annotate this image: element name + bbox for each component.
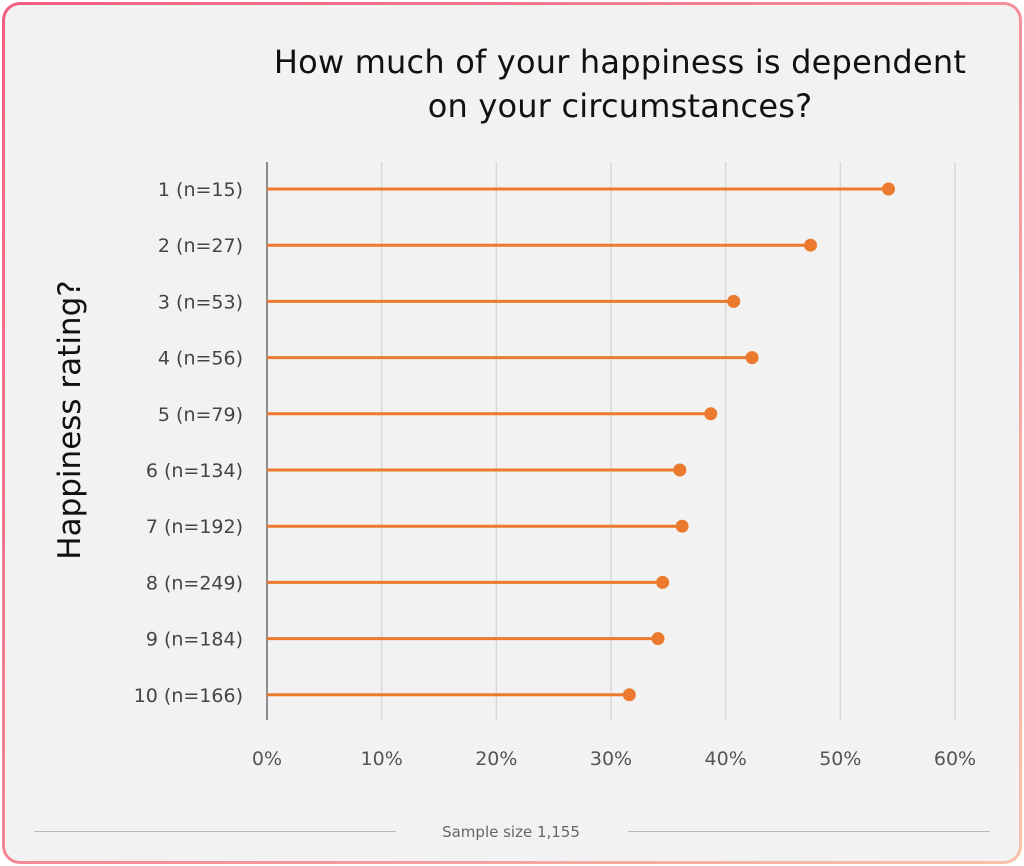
category-label: 2 (n=27) bbox=[158, 235, 243, 257]
x-tick-label: 30% bbox=[590, 748, 632, 770]
lollipop-point bbox=[651, 632, 665, 646]
chart-card bbox=[5, 5, 1019, 861]
x-tick-label: 50% bbox=[819, 748, 861, 770]
lollipop-point bbox=[622, 688, 636, 702]
lollipop-point bbox=[675, 519, 689, 533]
sample-size-note: Sample size 1,155 bbox=[442, 823, 580, 841]
x-tick-label: 40% bbox=[705, 748, 747, 770]
lollipop-point bbox=[704, 407, 718, 421]
category-label: 1 (n=15) bbox=[158, 179, 243, 201]
category-label: 3 (n=53) bbox=[158, 291, 243, 313]
lollipop-point bbox=[881, 182, 895, 196]
footer-divider-right bbox=[628, 831, 990, 832]
category-label: 7 (n=192) bbox=[146, 516, 243, 538]
x-tick-label: 20% bbox=[475, 748, 517, 770]
category-label: 5 (n=79) bbox=[158, 404, 243, 426]
category-label: 8 (n=249) bbox=[146, 572, 243, 594]
chart-title-line-1: How much of your happiness is dependent bbox=[273, 43, 967, 81]
x-tick-label: 60% bbox=[934, 748, 976, 770]
category-label: 9 (n=184) bbox=[146, 629, 243, 651]
lollipop-point bbox=[656, 575, 670, 589]
chart-title-line-2: on your circumstances? bbox=[427, 87, 813, 125]
chart-title: How much of your happiness is dependent … bbox=[250, 40, 990, 128]
category-label: 6 (n=134) bbox=[146, 460, 243, 482]
lollipop-point bbox=[804, 238, 818, 252]
lollipop-point bbox=[745, 351, 759, 365]
x-tick-label: 0% bbox=[252, 748, 282, 770]
category-label: 10 (n=166) bbox=[134, 685, 243, 707]
lollipop-point bbox=[673, 463, 687, 477]
x-tick-label: 10% bbox=[361, 748, 403, 770]
lollipop-point bbox=[727, 294, 741, 308]
category-label: 4 (n=56) bbox=[158, 348, 243, 370]
footer-divider-left bbox=[34, 831, 396, 832]
